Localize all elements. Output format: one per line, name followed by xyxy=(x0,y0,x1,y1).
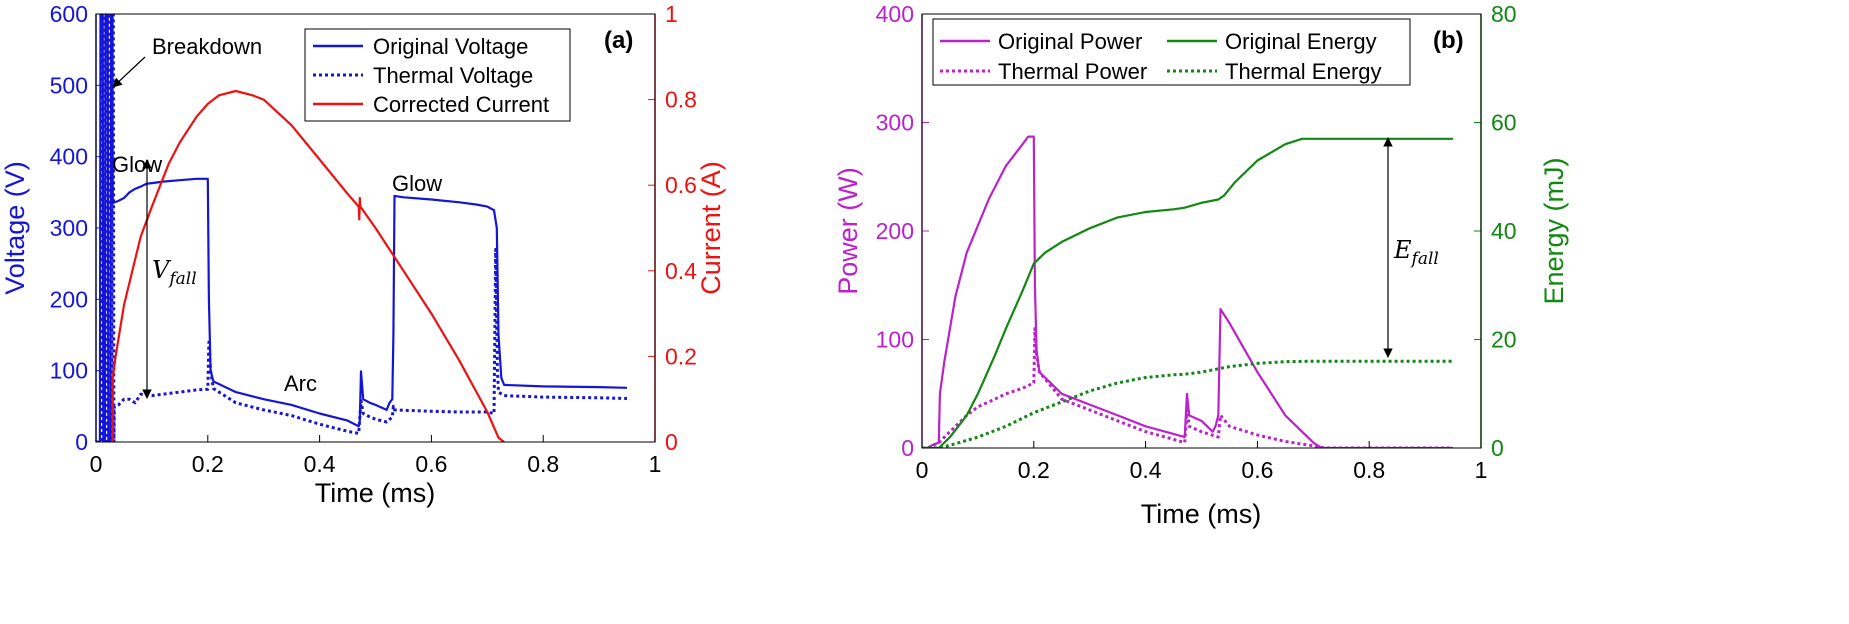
annotation-glow-1: Glow xyxy=(112,152,162,177)
series-thermal-power xyxy=(922,327,1453,448)
chart-a-xtick-label: 0.6 xyxy=(415,451,447,477)
chart-b-frame xyxy=(921,13,1482,449)
chart-a-xtick-label: 0.4 xyxy=(304,451,336,477)
chart-a-ylabel-left: Voltage (V) xyxy=(0,161,30,295)
annotation-v-fall: Vfall xyxy=(152,256,197,289)
annotation-e-fall: Efall xyxy=(1393,236,1439,269)
chart-b-ytick-left-label: 100 xyxy=(876,327,914,353)
chart-b-ytick-right-label: 40 xyxy=(1491,218,1517,244)
annotation-arc: Arc xyxy=(284,371,317,396)
legend-corrected-current: Corrected Current xyxy=(373,92,549,117)
chart-b-panel-label: (b) xyxy=(1433,27,1464,54)
chart-a-ytick-right-label: 0.6 xyxy=(665,172,697,198)
chart-a-ytick-left-label: 500 xyxy=(50,72,88,98)
series-original-power xyxy=(922,135,1453,448)
chart-a-xlabel: Time (ms) xyxy=(315,478,435,508)
chart-b-xlabel: Time (ms) xyxy=(1141,499,1261,529)
chart-b-xtick-label: 0.2 xyxy=(1018,457,1050,483)
series-thermal-energy xyxy=(922,359,1453,448)
chart-b-ytick-left-label: 0 xyxy=(901,435,914,461)
chart-a-ytick-right-label: 0.2 xyxy=(665,343,697,369)
chart-a-ytick-left-label: 300 xyxy=(50,215,88,241)
annotation-glow-2: Glow xyxy=(392,171,442,196)
chart-a-ytick-left-label: 600 xyxy=(50,1,88,27)
series-thermal-voltage xyxy=(96,14,628,442)
chart-b-ytick-left-label: 200 xyxy=(876,218,914,244)
chart-b-ytick-right-label: 0 xyxy=(1491,435,1504,461)
chart-b-xtick-label: 0 xyxy=(916,457,929,483)
chart-b-xtick-label: 0.6 xyxy=(1241,457,1273,483)
chart-a-xtick-label: 1 xyxy=(649,451,662,477)
chart-a-panel-label: (a) xyxy=(604,27,633,54)
chart-b-xtick-label: 1 xyxy=(1475,457,1488,483)
chart-a-ytick-left-label: 100 xyxy=(50,358,88,384)
chart-a-ylabel-right: Current (A) xyxy=(696,161,726,295)
legend-original-power: Original Power xyxy=(998,29,1142,54)
chart-a-ytick-right-label: 1 xyxy=(665,1,678,27)
chart-a-ytick-left-label: 0 xyxy=(75,429,88,455)
legend-thermal-power: Thermal Power xyxy=(998,59,1147,84)
chart-a-legend: Original Voltage Thermal Voltage Correct… xyxy=(304,28,571,122)
chart-b-ytick-left-label: 400 xyxy=(876,1,914,27)
breakdown-arrow xyxy=(112,56,146,88)
chart-a-ytick-right-label: 0.8 xyxy=(665,87,697,113)
chart-a-ytick-left-label: 200 xyxy=(50,286,88,312)
chart-b-ylabel-left: Power (W) xyxy=(833,167,863,295)
legend-original-energy: Original Energy xyxy=(1225,29,1377,54)
chart-a-xtick-label: 0.8 xyxy=(527,451,559,477)
chart-b-ytick-right-label: 80 xyxy=(1491,1,1517,27)
chart-a-frame xyxy=(95,13,656,443)
series-original-energy xyxy=(922,137,1453,448)
chart-b-ylabel-right: Energy (mJ) xyxy=(1539,157,1569,304)
chart-b-ytick-left-label: 300 xyxy=(876,110,914,136)
chart-a: 0 0.2 0.4 0.6 0.8 1010020030040050060000.20.4… xyxy=(0,1,726,508)
chart-a-ytick-right-label: 0.4 xyxy=(665,258,697,284)
legend-original-voltage: Original Voltage xyxy=(373,34,528,59)
annotation-breakdown: Breakdown xyxy=(152,34,262,59)
chart-a-ytick-left-label: 400 xyxy=(50,144,88,170)
chart-b-legend: Original Power Original Energy Thermal P… xyxy=(932,18,1411,86)
legend-thermal-energy: Thermal Energy xyxy=(1225,59,1382,84)
chart-a-ytick-right-label: 0 xyxy=(665,429,678,455)
chart-b-xtick-label: 0.4 xyxy=(1130,457,1162,483)
chart-b-ytick-right-label: 20 xyxy=(1491,327,1517,353)
chart-b-ytick-right-label: 60 xyxy=(1491,110,1517,136)
chart-a-xtick-label: 0 xyxy=(90,451,103,477)
chart-b-xtick-label: 0.8 xyxy=(1353,457,1385,483)
legend-thermal-voltage: Thermal Voltage xyxy=(373,63,533,88)
chart-a-xtick-label: 0.2 xyxy=(192,451,224,477)
